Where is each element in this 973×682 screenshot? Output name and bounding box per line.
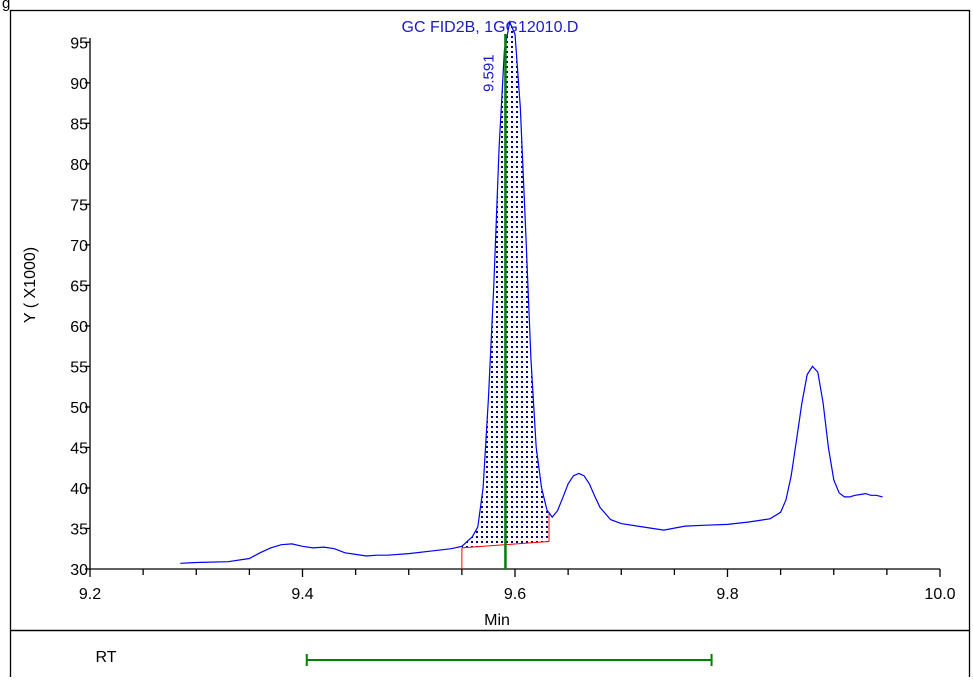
- x-tick-label: 9.8: [716, 586, 738, 603]
- y-tick-label: 85: [70, 116, 88, 133]
- y-tick-label: 30: [70, 562, 88, 579]
- y-tick-label: 40: [70, 481, 88, 498]
- x-axis: 9.2 9.4 9.6 9.8 10.0: [79, 568, 956, 603]
- y-tick-label: 90: [70, 76, 88, 93]
- y-tick-label: 45: [70, 440, 88, 457]
- rt-range-bar: [305, 654, 713, 666]
- y-tick-label: 70: [70, 238, 88, 255]
- chart-title: GC FID2B, 1GG12010.D: [402, 19, 579, 36]
- y-tick-label: 50: [70, 400, 88, 417]
- rt-label: RT: [95, 649, 116, 666]
- y-axis-label: Y ( X1000): [22, 247, 39, 323]
- peak-label: 9.591: [480, 54, 497, 92]
- y-axis: 30 35 40 45 50 55 60 65 70 75 80 85 90 95: [70, 35, 91, 579]
- y-tick-label: 35: [70, 521, 88, 538]
- x-tick-label: 10.0: [924, 586, 955, 603]
- y-tick-label: 65: [70, 278, 88, 295]
- x-tick-label: 9.6: [504, 586, 526, 603]
- x-axis-label: Min: [484, 612, 510, 629]
- x-tick-label: 9.4: [291, 586, 313, 603]
- y-tick-label: 80: [70, 157, 88, 174]
- chromatogram-trace: [180, 20, 883, 564]
- y-tick-label: 55: [70, 359, 88, 376]
- y-tick-label: 95: [70, 35, 88, 52]
- y-tick-label: 75: [70, 197, 88, 214]
- top-left-fragment: g: [2, 0, 10, 12]
- y-tick-label: 60: [70, 319, 88, 336]
- chart-marks: 9.591: [180, 20, 883, 569]
- x-tick-label: 9.2: [79, 586, 101, 603]
